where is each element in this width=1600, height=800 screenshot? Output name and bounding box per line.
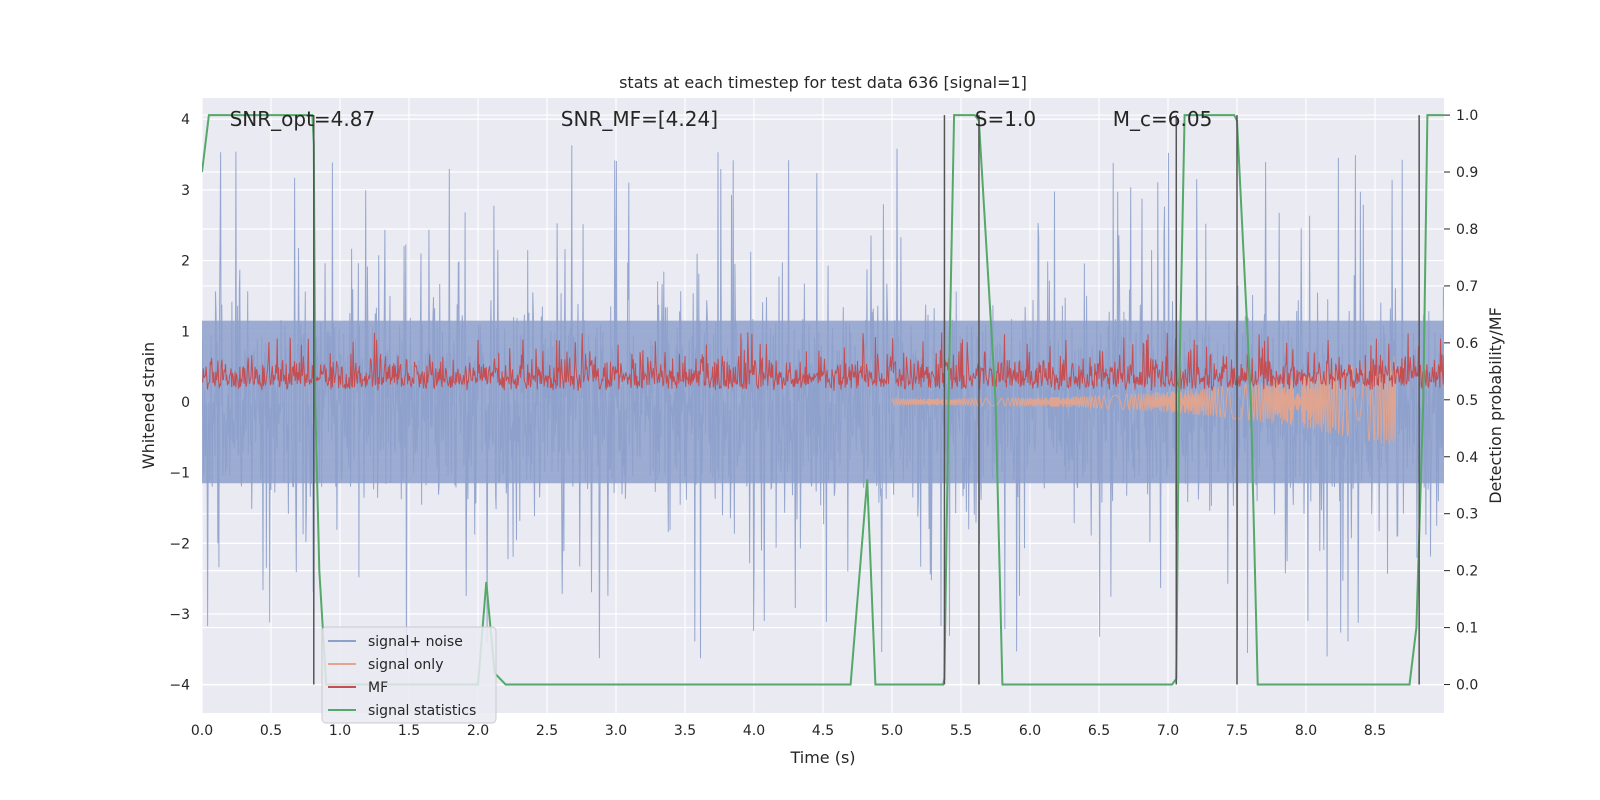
legend: signal+ noise signal only MF signal statist… (321, 626, 497, 724)
vlines (313, 115, 1420, 685)
x-tick-label: 3.0 (605, 723, 627, 739)
x-tick-label: 5.0 (881, 723, 903, 739)
y-tick-label: 2 (181, 254, 190, 270)
x-tick-label: 8.5 (1364, 723, 1386, 739)
y2-tick-label: 0.5 (1456, 393, 1478, 409)
x-tick-label: 4.0 (743, 723, 765, 739)
y2-tick-label: 0.3 (1456, 507, 1478, 523)
legend-label: signal statistics (368, 703, 476, 719)
y-tick-label: −3 (169, 607, 190, 623)
y2-tick-label: 0.8 (1456, 222, 1478, 238)
annotation-text: SNR_MF=[4.24] (561, 107, 718, 131)
annotation-text: M_c=6.05 (1113, 107, 1213, 131)
axes: 0.0 0.5 1.0 1.5 2.0 2.5 3.0 3.5 4.0 4.5 5.0 5.5 6.0 6… (139, 73, 1505, 767)
y2-axis-title: Detection probability/MF (1486, 307, 1505, 504)
y2-tick-label: 0.7 (1456, 279, 1478, 295)
y2-tick-label: 0.6 (1456, 336, 1478, 352)
x-tick-label: 6.0 (1019, 723, 1041, 739)
y-tick-label: −2 (169, 536, 190, 552)
x-tick-label: 8.0 (1295, 723, 1317, 739)
y2-tick-label: 0.2 (1456, 564, 1478, 580)
y-tick-label: 4 (181, 112, 190, 128)
x-tick-label: 6.5 (1088, 723, 1110, 739)
y-axis-title: Whitened strain (139, 342, 158, 469)
legend-label: signal only (368, 657, 443, 673)
x-tick-label: 2.5 (536, 723, 558, 739)
y2-tick-label: 0.9 (1456, 165, 1478, 181)
annotation-text: S=1.0 (975, 107, 1036, 131)
legend-label: signal+ noise (368, 634, 463, 650)
y-tick-label: 3 (181, 183, 190, 199)
y2-tick-label: 0.0 (1456, 678, 1478, 694)
annotations: SNR_opt=4.87 SNR_MF=[4.24] S=1.0 M_c=6.05 (230, 107, 1213, 131)
y-tick-label: 1 (181, 324, 190, 340)
y2-tick-label: 0.1 (1456, 621, 1478, 637)
y-tick-label: 0 (181, 395, 190, 411)
x-tick-label: 2.0 (467, 723, 489, 739)
x-tick-label: 1.5 (398, 723, 420, 739)
x-tick-label: 0.5 (260, 723, 282, 739)
legend-box (321, 626, 497, 724)
y2-tick-label: 1.0 (1456, 108, 1478, 124)
y2-tick-label: 0.4 (1456, 450, 1478, 466)
x-tick-label: 3.5 (674, 723, 696, 739)
series-signal-only-line (891, 356, 1397, 445)
y-tick-label: −1 (169, 466, 190, 482)
x-axis-title: Time (s) (789, 748, 855, 767)
annotation-text: SNR_opt=4.87 (230, 107, 376, 131)
chart-title: stats at each timestep for test data 636… (619, 73, 1027, 92)
x-tick-label: 7.0 (1157, 723, 1179, 739)
x-tick-label: 4.5 (812, 723, 834, 739)
x-tick-label: 0.0 (191, 723, 213, 739)
x-tick-label: 5.5 (950, 723, 972, 739)
y-tick-label: −4 (169, 678, 190, 694)
x-tick-label: 7.5 (1226, 723, 1248, 739)
x-tick-label: 1.0 (329, 723, 351, 739)
legend-label: MF (368, 680, 388, 696)
